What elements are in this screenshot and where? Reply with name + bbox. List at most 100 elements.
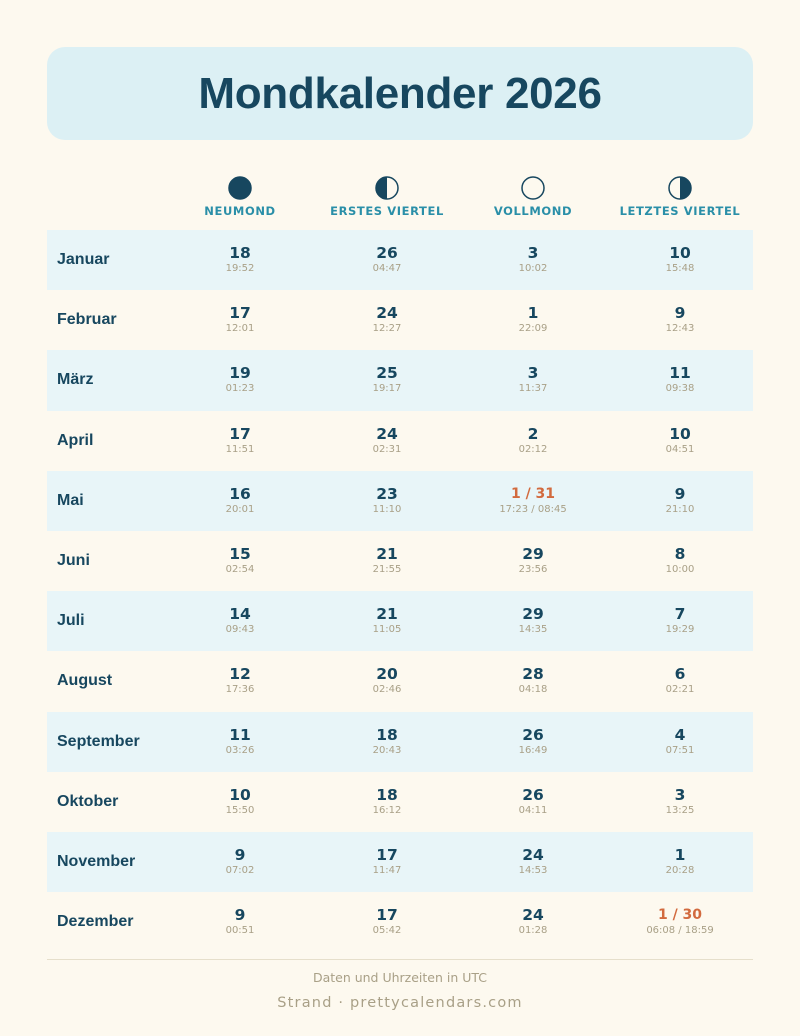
month-name: Juni: [57, 551, 90, 569]
phase-day: 26: [376, 244, 398, 262]
phase-header-new-moon: NEUMOND: [167, 170, 313, 218]
month-name: Mai: [57, 491, 84, 509]
phase-day: 18: [376, 785, 398, 804]
phase-day: 11: [669, 364, 691, 383]
phase-day: 15: [229, 544, 251, 563]
phase-day: 24: [376, 304, 398, 323]
month-name: August: [57, 672, 113, 690]
phase-day: 17: [376, 845, 398, 864]
phase-time: 19:17: [372, 383, 402, 395]
phase-day: 23: [376, 484, 398, 503]
phase-header-last-quarter: LETZTES VIERTEL: [607, 170, 753, 218]
phase-day: 24: [376, 424, 398, 443]
phase-day: 20: [376, 665, 398, 684]
phase-header-first-quarter: ERSTES VIERTEL: [314, 170, 460, 218]
phase-time: 06:08 / 18:59: [646, 925, 714, 937]
phase-day: 6: [674, 665, 686, 684]
phase-day: 3: [674, 785, 686, 804]
phase-cell: 8 10:00: [607, 545, 753, 577]
phase-cell: 24 14:53: [460, 846, 606, 878]
phase-time: 11:05: [372, 624, 402, 636]
phase-cell: 9 12:43: [607, 304, 753, 336]
phase-day: 9: [234, 845, 246, 864]
phase-cell: 26 16:49: [460, 726, 606, 758]
phase-time: 09:43: [225, 624, 255, 636]
phase-time: 04:47: [372, 263, 402, 274]
phase-cell: 16 20:01: [167, 485, 313, 517]
phase-day: 12: [229, 665, 251, 684]
phase-cell: 7 19:29: [607, 605, 753, 637]
phase-label: LETZTES VIERTEL: [619, 204, 741, 218]
phase-cell: 17 11:51: [167, 425, 313, 457]
phase-time: 05:42: [372, 925, 402, 937]
phase-time: 02:31: [372, 443, 402, 455]
phase-cell: 11 03:26: [167, 726, 313, 758]
phase-cell: 1 22:09: [460, 304, 606, 336]
phase-day: 1: [674, 845, 686, 864]
phase-cell: 3 13:25: [607, 786, 753, 818]
phase-cell: 15 02:54: [167, 545, 313, 577]
phase-cell: 10 04:51: [607, 425, 753, 457]
phase-day: 18: [229, 244, 251, 262]
table-row: April 17 11:51 24 02:31 2 02:12 10 04:51: [47, 411, 753, 471]
phase-time: 22:09: [518, 323, 548, 335]
phase-day: 25: [376, 364, 398, 383]
table-row: Dezember 9 00:51 17 05:42 24 01:28 1 / 30 06:08 …: [47, 892, 753, 952]
phase-time: 12:27: [372, 323, 402, 335]
phase-time: 04:11: [518, 804, 548, 816]
phase-time: 02:12: [518, 443, 548, 455]
brand-line: Strand · prettycalendars.com: [277, 995, 523, 1011]
phase-time: 15:48: [665, 263, 695, 274]
phase-time: 11:51: [225, 443, 255, 455]
table-row: März 19 01:23 25 19:17 3 11:37 11 09:38: [47, 350, 753, 411]
phase-time: 20:43: [372, 744, 402, 756]
phase-time: 16:12: [372, 804, 402, 816]
month-name: März: [57, 371, 94, 389]
table-row: Mai 16 20:01 23 11:10 1 / 31 17:23 / 08:45 9 21:…: [47, 470, 753, 531]
phase-cell: 10 15:48: [607, 244, 753, 276]
phase-header-row: NEUMOND ERSTES VIERTEL VOLLMOND LETZTES …: [47, 170, 753, 230]
page-title: Mondkalender 2026: [198, 68, 602, 118]
phase-day: 26: [522, 725, 544, 744]
phase-time: 19:52: [225, 263, 255, 274]
phase-cell: 3 11:37: [460, 364, 606, 396]
phase-time: 14:53: [518, 864, 548, 876]
phase-cell: 26 04:47: [314, 244, 460, 276]
phase-header-full-moon: VOLLMOND: [460, 170, 606, 218]
phase-cell: 26 04:11: [460, 786, 606, 818]
phase-cell: 23 11:10: [314, 485, 460, 517]
phase-time: 15:50: [225, 804, 255, 816]
phase-day: 1 / 31: [510, 485, 556, 502]
phase-time: 14:35: [518, 624, 548, 636]
phase-day: 3: [527, 364, 539, 383]
table-row: Oktober 10 15:50 18 16:12 26 04:11 3 13:25: [47, 772, 753, 832]
phase-time: 11:10: [372, 503, 402, 515]
phase-day: 29: [522, 544, 544, 563]
phase-cell: 29 14:35: [460, 605, 606, 637]
phase-day: 21: [376, 605, 398, 624]
month-name: Dezember: [57, 913, 134, 931]
phase-time: 16:49: [518, 744, 548, 756]
phase-time: 19:29: [665, 624, 695, 636]
phase-time: 10:00: [665, 563, 695, 575]
phase-time: 21:10: [665, 503, 695, 515]
phase-day: 1 / 30: [657, 907, 703, 924]
phase-cell: 4 07:51: [607, 726, 753, 758]
phase-day: 17: [229, 424, 251, 443]
phase-day: 17: [229, 304, 251, 323]
last-quarter-icon: [668, 176, 692, 200]
month-name: Oktober: [57, 792, 119, 810]
phase-day: 24: [522, 845, 544, 864]
phase-day: 28: [522, 665, 544, 684]
phase-cell: 25 19:17: [314, 364, 460, 396]
phase-cell: 17 11:47: [314, 846, 460, 878]
phase-cell: 6 02:21: [607, 665, 753, 697]
phase-cell: 24 12:27: [314, 304, 460, 336]
phase-cell: 24 01:28: [460, 906, 606, 938]
phase-cell: 18 16:12: [314, 786, 460, 818]
phase-day: 3: [527, 244, 539, 262]
month-name: November: [57, 852, 136, 870]
phase-cell: 21 11:05: [314, 605, 460, 637]
phase-cell: 10 15:50: [167, 786, 313, 818]
phase-time: 03:26: [225, 744, 255, 756]
